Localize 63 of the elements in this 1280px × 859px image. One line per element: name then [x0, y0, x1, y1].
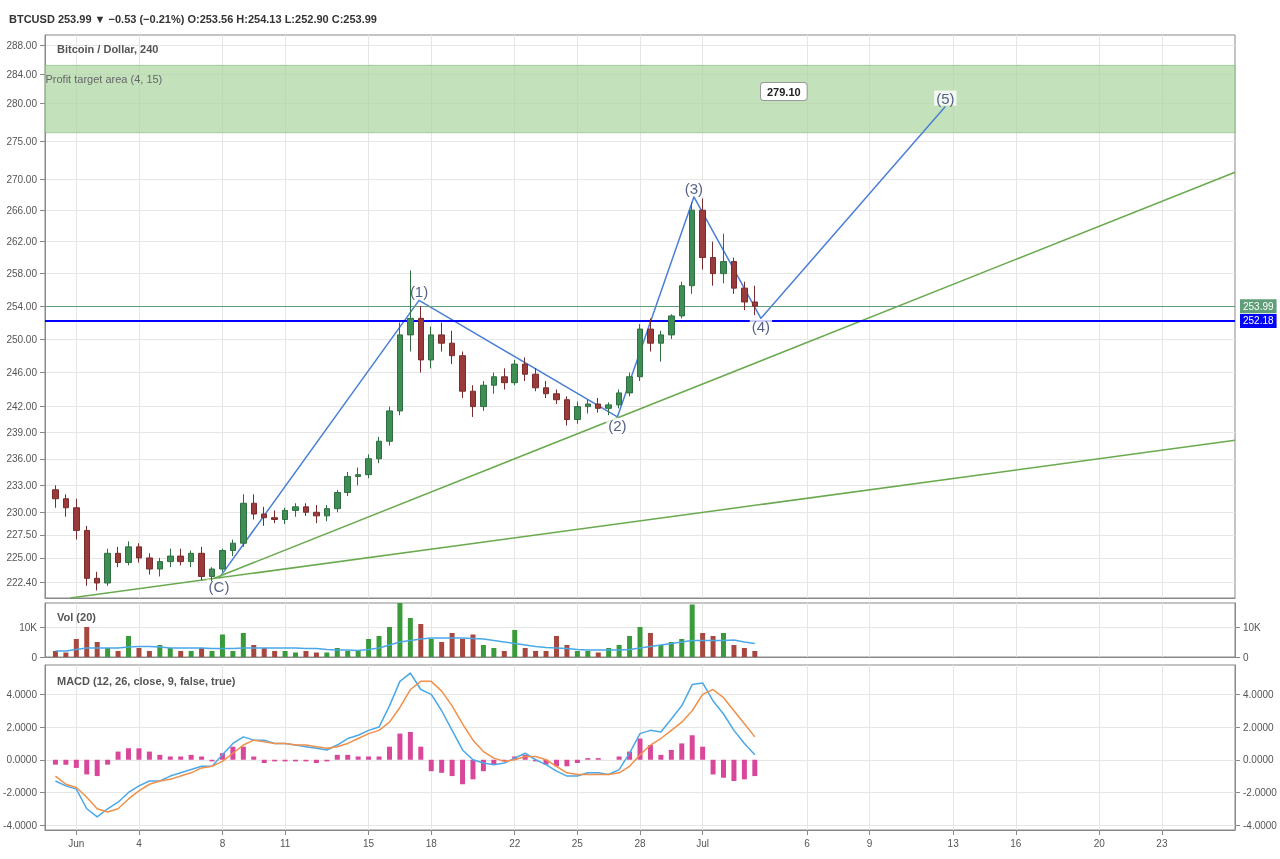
annotation: 279.10 [767, 85, 801, 98]
y-tick-label: 222.40 [6, 576, 38, 588]
ref-line-label: 252.18 [1243, 315, 1275, 327]
y-tick-label: 230.00 [6, 506, 38, 518]
text: MACD (12, 26, close, 9, false, true) [57, 674, 236, 687]
y2-tick-label: 2.0000 [1243, 721, 1275, 733]
x-tick-label: 11 [279, 837, 291, 849]
y-tick-label: 246.00 [6, 367, 38, 379]
y-tick-label: 270.00 [6, 173, 38, 185]
ref-line-label: 253.99 [1243, 300, 1275, 312]
x-tick-label: 4 [136, 837, 143, 849]
y-tick-label: 236.00 [6, 453, 38, 465]
annotation: (4) [751, 318, 771, 336]
y2-tick-label: 10K [1243, 621, 1262, 633]
x-tick-label: 25 [571, 837, 584, 849]
y-tick-label: 2.0000 [6, 721, 38, 733]
text: Vol (20) [57, 610, 97, 623]
y-tick-label: 0.0000 [6, 754, 38, 766]
annotation: (2) [608, 416, 627, 434]
x-tick-label: 15 [363, 837, 375, 849]
x-tick-label: 9 [866, 837, 873, 849]
y2-tick-label: 0 [1243, 651, 1249, 663]
y2-tick-label: 4.0000 [1243, 688, 1275, 700]
annotation: (C) [208, 578, 230, 596]
y-tick-label: -4.0000 [3, 819, 38, 831]
x-tick-label: 18 [425, 837, 438, 849]
y-tick-label: 0 [31, 651, 38, 663]
annotation: (1) [409, 283, 429, 301]
y-tick-label: 233.00 [6, 479, 38, 491]
x-tick-label: 28 [634, 837, 646, 849]
x-tick-label: 8 [219, 837, 226, 849]
y-tick-label: 239.00 [6, 427, 38, 439]
y-tick-label: 250.00 [6, 333, 38, 345]
x-tick-label: 23 [1156, 837, 1168, 849]
y-tick-label: 275.00 [6, 135, 38, 147]
y-tick-label: 288.00 [6, 39, 38, 51]
x-tick-label: 16 [1010, 837, 1022, 849]
y-tick-label: 258.00 [6, 268, 38, 280]
y-tick-label: 254.00 [6, 300, 38, 312]
x-tick-label: 22 [509, 837, 521, 849]
y-tick-label: 262.00 [6, 236, 38, 248]
x-tick-label: Jun [68, 837, 85, 849]
y-tick-label: 4.0000 [6, 688, 38, 700]
y-tick-label: 225.00 [6, 552, 38, 564]
chart-subtitle: BTCUSD 253.99 ▼ −0.53 (−0.21%) O:253.56 H:254.13 L:252.90 C:253.99 [9, 12, 377, 25]
y-tick-label: 266.00 [6, 204, 38, 216]
text: Bitcoin / Dollar, 240 [57, 42, 159, 55]
y-tick-label: 227.50 [6, 529, 38, 541]
x-tick-label: 13 [947, 837, 960, 849]
y2-tick-label: -2.0000 [1243, 786, 1278, 798]
annotation: (5) [936, 89, 955, 107]
band-label: Profit target area (4, 15) [45, 73, 163, 86]
y-tick-label: 10K [19, 621, 38, 633]
y-tick-label: -2.0000 [3, 786, 38, 798]
y-tick-label: 280.00 [6, 98, 38, 110]
x-tick-label: Jul [696, 837, 710, 849]
y-tick-label: 284.00 [6, 68, 38, 80]
x-tick-label: 20 [1093, 837, 1106, 849]
y2-tick-label: 0.0000 [1243, 754, 1275, 766]
y-tick-label: 242.00 [6, 401, 38, 413]
y2-tick-label: -4.0000 [1243, 819, 1278, 831]
x-tick-label: 6 [804, 837, 811, 849]
annotation: (3) [684, 179, 704, 197]
